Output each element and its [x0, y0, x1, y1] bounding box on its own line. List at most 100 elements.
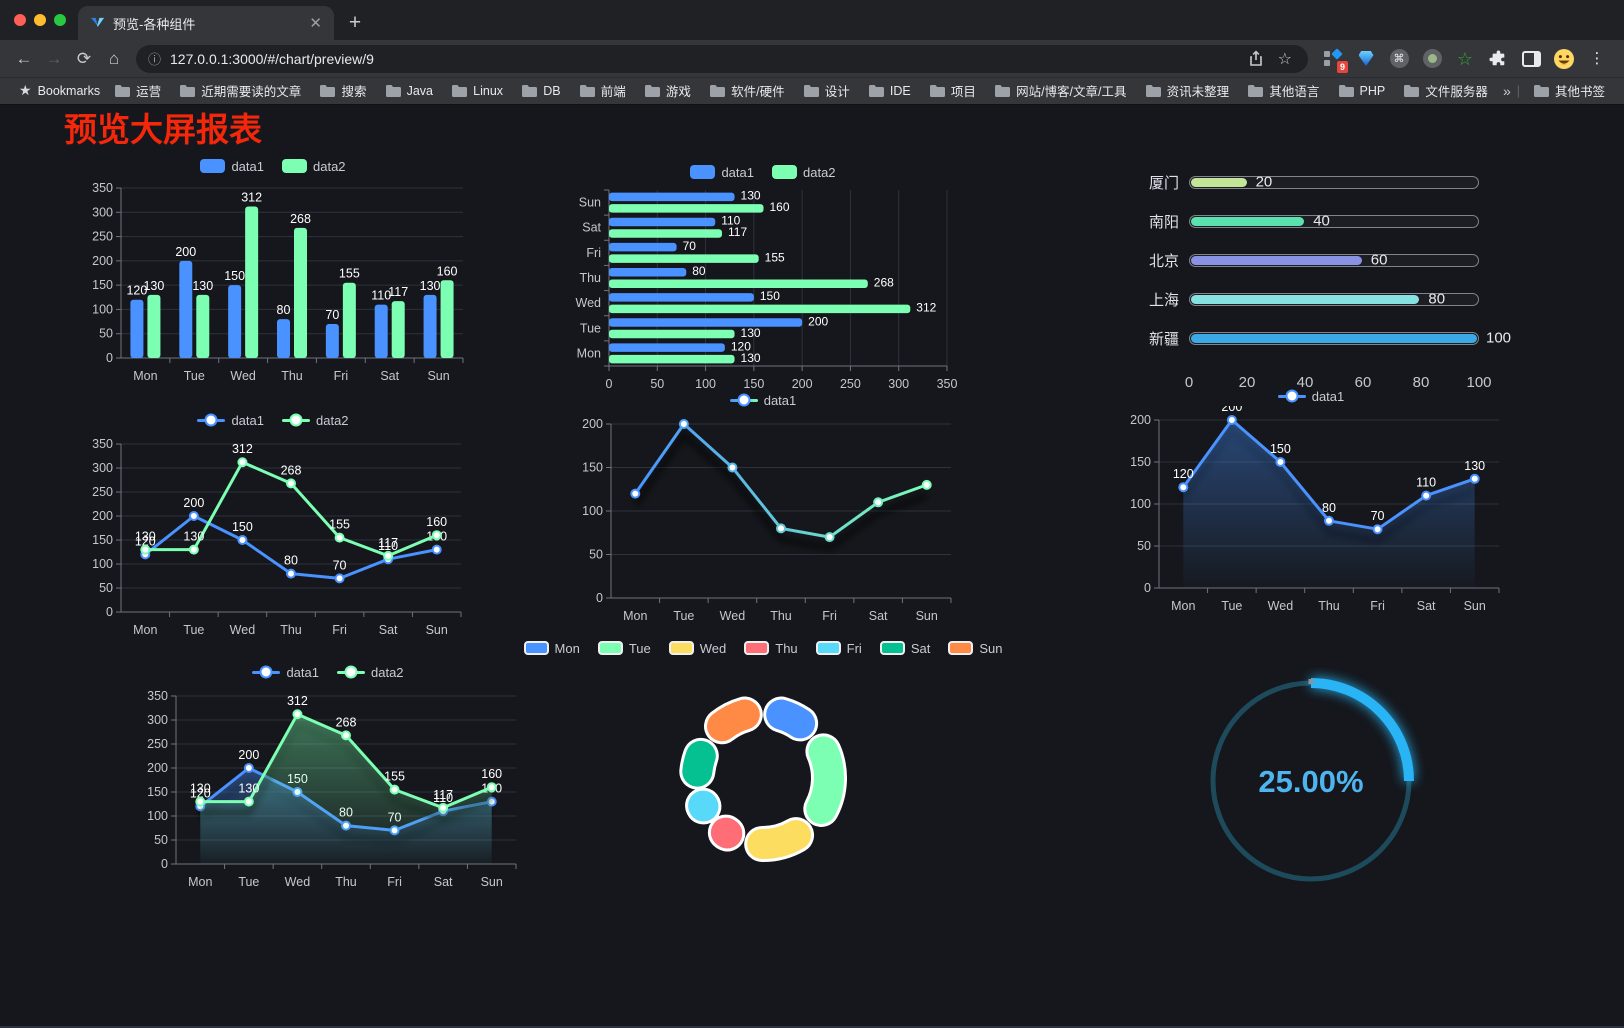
- legend-item[interactable]: Tue: [597, 641, 651, 656]
- tab-strip: 预览-各种组件 ✕ +: [0, 0, 1624, 40]
- bookmark-folder[interactable]: IDE: [861, 78, 918, 103]
- line-chart-gradient[interactable]: 0 50 100 150 200 Mon Tue Wed Thu Fri Sat Sun: [563, 410, 963, 628]
- legend-item[interactable]: data2: [282, 413, 349, 428]
- new-tab-button[interactable]: +: [348, 11, 362, 34]
- legend-item[interactable]: data1: [252, 665, 319, 680]
- site-info-icon[interactable]: ⓘ: [148, 52, 162, 67]
- profile-avatar[interactable]: [1553, 48, 1575, 70]
- bookmarks-overflow-chevron[interactable]: »: [1502, 82, 1511, 99]
- other-bookmarks[interactable]: 其他书签: [1526, 78, 1612, 103]
- bookmark-folder[interactable]: Java: [378, 78, 440, 103]
- bookmark-folder[interactable]: DB: [514, 78, 567, 103]
- legend-marker: [597, 641, 623, 656]
- svg-text:150: 150: [232, 520, 253, 534]
- legend-item[interactable]: data1: [200, 159, 264, 174]
- svg-text:130: 130: [420, 279, 441, 293]
- legend-item[interactable]: Sat: [879, 641, 930, 656]
- progress-value: 100: [1486, 329, 1512, 347]
- bookmark-folder[interactable]: 其他语言: [1240, 78, 1326, 103]
- browser-menu-icon[interactable]: ⋮: [1589, 50, 1605, 67]
- svg-text:250: 250: [92, 230, 113, 244]
- extension-icon-vimium[interactable]: [1355, 48, 1377, 70]
- svg-text:Thu: Thu: [280, 623, 302, 637]
- svg-text:50: 50: [99, 581, 113, 595]
- maximize-window-button[interactable]: [54, 14, 66, 26]
- folder-icon: [522, 85, 538, 97]
- svg-text:350: 350: [92, 437, 113, 451]
- legend-item[interactable]: Sun: [948, 641, 1002, 656]
- legend-item[interactable]: data2: [337, 665, 404, 680]
- legend-item[interactable]: data2: [772, 165, 836, 180]
- bookmark-folder[interactable]: 前端: [572, 78, 633, 103]
- browser-tab[interactable]: 预览-各种组件 ✕: [78, 6, 334, 40]
- home-button[interactable]: ⌂: [108, 48, 120, 68]
- bookmark-folder[interactable]: Linux: [444, 78, 510, 103]
- svg-text:100: 100: [92, 302, 113, 316]
- svg-text:Wed: Wed: [230, 369, 256, 383]
- svg-text:Wed: Wed: [230, 623, 256, 637]
- donut-pie-chart[interactable]: [643, 658, 883, 894]
- bookmark-folder[interactable]: 运营: [107, 78, 168, 103]
- svg-text:70: 70: [1371, 509, 1385, 523]
- bar-chart-vertical[interactable]: 0 50 100 150 200 250 300 350 Mon Tue Wed Thu Fri Sat S…: [73, 176, 473, 388]
- legend-item[interactable]: data1: [729, 393, 796, 408]
- bookmark-folder[interactable]: 网站/博客/文章/工具: [987, 78, 1133, 103]
- bookmark-folder[interactable]: 文件服务器: [1396, 78, 1495, 103]
- svg-text:117: 117: [378, 536, 398, 550]
- line-chart-area[interactable]: 0 50 100 150 200 Mon Tue Wed Thu Fri Sat Sun 120 200 1…: [1111, 406, 1511, 618]
- forward-button[interactable]: →: [45, 48, 63, 68]
- legend-item[interactable]: Thu: [744, 641, 798, 656]
- legend-marker: [282, 159, 307, 174]
- svg-text:50: 50: [99, 327, 113, 341]
- legend-item[interactable]: data1: [197, 413, 264, 428]
- extension-icon-shortcuts[interactable]: ⌘: [1388, 48, 1410, 70]
- svg-text:150: 150: [147, 785, 168, 799]
- bookmark-folder[interactable]: 游戏: [637, 78, 698, 103]
- svg-text:160: 160: [437, 264, 458, 278]
- bookmark-folder[interactable]: 搜索: [312, 78, 373, 103]
- gauge-chart[interactable]: 25.00%: [1191, 663, 1431, 903]
- legend-item[interactable]: Wed: [668, 641, 726, 656]
- bookmark-star-icon[interactable]: ☆: [1277, 50, 1292, 68]
- legend-marker: [337, 665, 365, 679]
- extensions-puzzle-icon[interactable]: [1487, 48, 1509, 70]
- url-text[interactable]: 127.0.0.1:3000/#/chart/preview/9: [170, 50, 374, 67]
- address-bar[interactable]: ⓘ 127.0.0.1:3000/#/chart/preview/9 ☆: [136, 44, 1308, 73]
- progress-fill: [1191, 294, 1420, 304]
- bookmark-folder[interactable]: PHP: [1331, 78, 1393, 103]
- extension-icon-star[interactable]: ☆: [1456, 48, 1474, 69]
- svg-text:50: 50: [154, 833, 168, 847]
- svg-text:Fri: Fri: [334, 369, 349, 383]
- svg-text:Mon: Mon: [623, 609, 647, 623]
- svg-text:Sat: Sat: [379, 623, 398, 637]
- bookmark-folder[interactable]: 设计: [796, 78, 857, 103]
- line-chart-two-series[interactable]: 0 50 100 150 200 250 300 350 Mon Tue Wed Thu Fri Sat S…: [73, 430, 473, 641]
- bookmark-folder[interactable]: 资讯未整理: [1138, 78, 1237, 103]
- legend-item[interactable]: data2: [282, 159, 346, 174]
- legend-marker: [690, 165, 716, 180]
- legend-item[interactable]: data1: [1277, 389, 1344, 404]
- svg-text:Thu: Thu: [770, 609, 792, 623]
- tab-close-icon[interactable]: ✕: [309, 14, 322, 32]
- extension-icon-tabs[interactable]: 9: [1322, 47, 1348, 73]
- extension-icon-recorder[interactable]: [1421, 48, 1443, 70]
- legend-item[interactable]: Fri: [815, 641, 862, 656]
- close-window-button[interactable]: [14, 14, 26, 26]
- reload-button[interactable]: ⟳: [76, 48, 92, 68]
- side-panel-icon[interactable]: [1520, 48, 1542, 70]
- minimize-window-button[interactable]: [34, 14, 46, 26]
- bookmark-folder[interactable]: 近期需要读的文章: [172, 78, 308, 103]
- legend-item[interactable]: Mon: [523, 641, 580, 656]
- chart-cell-line-two-series: data1 data2 0 50 100 150 200 250 300 350 Mon Tue We…: [28, 413, 518, 641]
- bookmarks-root[interactable]: ★ Bookmarks: [12, 79, 107, 102]
- bookmark-folder[interactable]: 项目: [922, 78, 983, 103]
- legend-marker: [197, 413, 226, 427]
- svg-text:50: 50: [1137, 539, 1151, 553]
- legend-item[interactable]: data1: [690, 165, 754, 180]
- area-chart-two-series[interactable]: 0 50 100 150 200 250 300 350 Mon Tue Wed Thu Fri Sat S…: [128, 682, 528, 894]
- share-icon[interactable]: [1248, 50, 1264, 67]
- progress-bars-chart[interactable]: 厦门 20 南阳 40 北京 60 上海 80 新疆 100 0 20 40 60 80 100: [1143, 163, 1511, 394]
- bookmark-folder[interactable]: 软件/硬件: [702, 78, 791, 103]
- back-button[interactable]: ←: [15, 48, 33, 68]
